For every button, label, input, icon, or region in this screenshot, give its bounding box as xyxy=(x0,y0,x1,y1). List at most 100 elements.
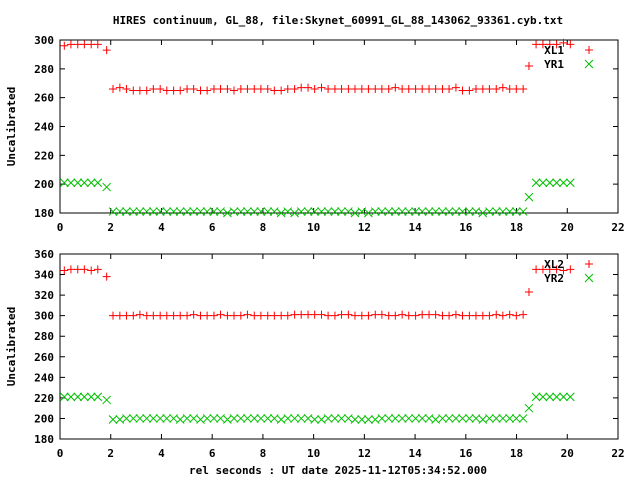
x-tick-label: 18 xyxy=(510,221,523,234)
x-tick-label: 16 xyxy=(459,221,473,234)
data-point-xl2 xyxy=(60,266,69,275)
data-point-yr1 xyxy=(518,207,528,216)
data-point-xl2 xyxy=(93,265,102,274)
data-point-xl2 xyxy=(485,311,494,320)
data-point-xl2 xyxy=(445,311,454,320)
plot-frame xyxy=(59,253,619,440)
data-point-yr2 xyxy=(93,392,103,402)
data-point-yr1 xyxy=(364,208,373,218)
data-point-yr1 xyxy=(283,207,293,216)
data-point-yr1 xyxy=(79,178,89,188)
data-point-xl2 xyxy=(411,311,420,320)
data-point-xl1 xyxy=(350,85,359,94)
data-point-yr1 xyxy=(102,182,112,192)
y-tick-label: 260 xyxy=(34,92,54,105)
data-point-xl1 xyxy=(492,85,501,94)
data-point-yr1 xyxy=(142,207,152,216)
data-point-yr2 xyxy=(465,414,474,423)
data-point-xl2 xyxy=(398,310,407,319)
data-point-xl2 xyxy=(512,311,521,320)
data-point-xl2 xyxy=(552,265,561,274)
data-point-yr1 xyxy=(417,207,427,216)
data-point-xl1 xyxy=(122,85,131,94)
data-point-xl2 xyxy=(80,265,89,274)
data-point-yr2 xyxy=(397,414,407,423)
data-point-yr1 xyxy=(545,178,555,188)
data-point-yr2 xyxy=(531,392,541,402)
data-point-yr1 xyxy=(565,178,575,188)
data-point-xl1 xyxy=(317,83,326,92)
x-tick-label: 22 xyxy=(611,447,624,460)
data-point-yr2 xyxy=(73,392,83,402)
data-point-yr2 xyxy=(538,392,548,402)
data-point-yr1 xyxy=(276,208,286,218)
data-point-xl1 xyxy=(310,85,319,94)
data-point-xl2 xyxy=(209,311,218,320)
data-point-yr2 xyxy=(323,414,333,423)
data-point-yr1 xyxy=(337,207,346,216)
data-point-yr2 xyxy=(79,392,89,402)
data-point-yr1 xyxy=(66,178,76,188)
data-point-yr2 xyxy=(330,414,340,423)
data-point-xl1 xyxy=(524,61,533,70)
data-point-xl1 xyxy=(545,40,554,49)
data-point-yr2 xyxy=(310,415,320,424)
data-point-xl1 xyxy=(391,83,400,92)
data-point-yr1 xyxy=(471,207,481,216)
data-point-xl1 xyxy=(162,86,171,95)
data-point-yr1 xyxy=(115,207,125,216)
data-point-xl1 xyxy=(465,86,474,95)
data-point-xl2 xyxy=(324,311,333,320)
data-point-xl2 xyxy=(532,265,541,274)
data-point-yr1 xyxy=(451,207,461,216)
data-point-xl1 xyxy=(102,46,111,55)
data-point-xl1 xyxy=(485,85,494,94)
data-point-xl1 xyxy=(337,85,346,94)
data-point-xl1 xyxy=(283,85,292,94)
data-point-yr1 xyxy=(458,207,467,216)
data-point-yr1 xyxy=(128,207,138,216)
data-point-yr2 xyxy=(357,415,367,424)
data-point-yr1 xyxy=(108,207,118,216)
data-point-xl1 xyxy=(290,85,299,94)
data-point-xl2 xyxy=(451,310,460,319)
data-point-yr2 xyxy=(86,392,96,402)
data-point-yr1 xyxy=(350,208,360,218)
data-point-yr2 xyxy=(417,414,427,423)
data-point-yr1 xyxy=(155,207,165,216)
data-point-yr2 xyxy=(552,392,561,402)
data-point-yr2 xyxy=(498,414,508,423)
data-point-yr2 xyxy=(148,414,158,423)
data-point-xl1 xyxy=(270,86,279,95)
data-point-yr1 xyxy=(411,207,420,216)
x-tick-label: 14 xyxy=(408,447,422,460)
data-point-yr2 xyxy=(263,414,273,423)
data-point-xl1 xyxy=(559,38,568,47)
data-point-yr1 xyxy=(223,208,232,218)
data-point-yr1 xyxy=(531,178,541,188)
data-point-xl1 xyxy=(93,40,102,49)
data-point-xl2 xyxy=(538,265,547,274)
data-point-xl1 xyxy=(135,86,144,95)
data-point-xl2 xyxy=(559,266,568,275)
series-yr1 xyxy=(59,178,575,218)
data-point-yr2 xyxy=(559,392,568,402)
data-point-yr1 xyxy=(370,207,380,216)
data-point-xl2 xyxy=(519,310,528,319)
data-point-xl2 xyxy=(297,310,306,319)
data-point-yr2 xyxy=(202,414,212,423)
data-point-yr1 xyxy=(538,178,548,188)
data-point-xl2 xyxy=(149,311,158,320)
data-point-yr2 xyxy=(364,415,373,424)
series-yr2 xyxy=(59,392,575,424)
data-point-yr1 xyxy=(330,207,340,216)
data-point-yr2 xyxy=(438,414,447,423)
data-point-xl1 xyxy=(418,85,427,94)
data-point-yr1 xyxy=(269,207,279,216)
data-point-xl2 xyxy=(162,311,171,320)
data-point-yr1 xyxy=(162,207,172,216)
x-tick-label: 16 xyxy=(459,447,473,460)
legend-marker-yr2 xyxy=(584,273,594,283)
data-point-yr2 xyxy=(122,414,131,423)
data-point-xl2 xyxy=(229,311,238,320)
